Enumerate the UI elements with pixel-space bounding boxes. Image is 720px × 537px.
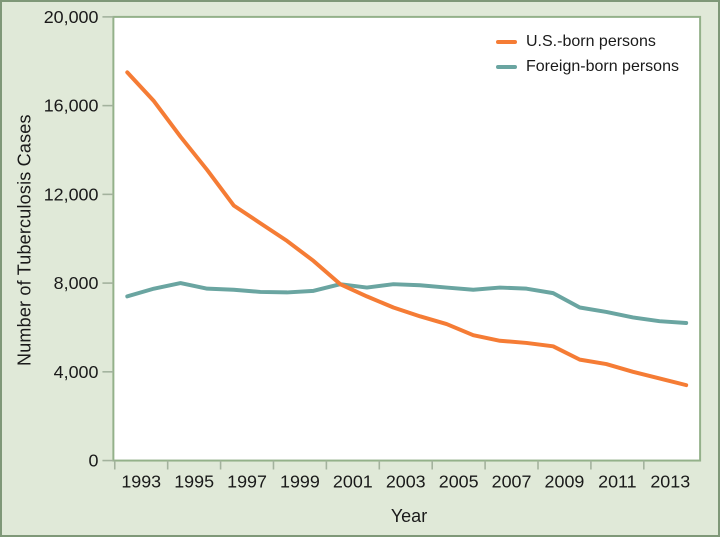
x-tick-label: 2005: [439, 471, 479, 491]
x-tick-label: 2011: [598, 471, 637, 491]
foreign-born-line: [125, 281, 689, 325]
plot-area: [112, 15, 702, 462]
us-born-line-swatch-icon: [496, 39, 517, 45]
legend-item-foreign-born: Foreign-born persons: [496, 58, 679, 76]
y-tick-label: 16,000: [44, 96, 99, 116]
x-tick-label: 2009: [545, 471, 585, 491]
x-tick-label: 1995: [174, 471, 214, 491]
x-tick-label: 1999: [280, 471, 320, 491]
x-tick-label: 2013: [650, 471, 690, 491]
y-axis-title: Number of Tuberculosis Cases: [14, 114, 35, 367]
us-born-line: [125, 70, 689, 388]
x-tick-label: 2001: [333, 471, 373, 491]
foreign-born-line-swatch-icon: [496, 64, 517, 70]
y-tick-label: 20,000: [44, 7, 99, 27]
x-tick-label: 1997: [227, 471, 267, 491]
y-tick-label: 4,000: [54, 362, 99, 382]
legend-label-us-born: U.S.-born persons: [526, 33, 656, 50]
y-tick-label: 12,000: [44, 184, 99, 204]
x-tick-label: 1993: [121, 471, 161, 491]
x-tick-label: 2003: [386, 471, 426, 491]
y-tick-label: 0: [88, 451, 98, 471]
x-tick-label: 2007: [492, 471, 532, 491]
y-tick-label: 8,000: [54, 273, 99, 293]
legend-label-foreign-born: Foreign-born persons: [526, 58, 679, 75]
x-axis-title: Year: [390, 506, 428, 526]
legend: U.S.-born persons Foreign-born persons: [496, 33, 679, 76]
legend-item-us-born: U.S.-born persons: [496, 33, 679, 51]
